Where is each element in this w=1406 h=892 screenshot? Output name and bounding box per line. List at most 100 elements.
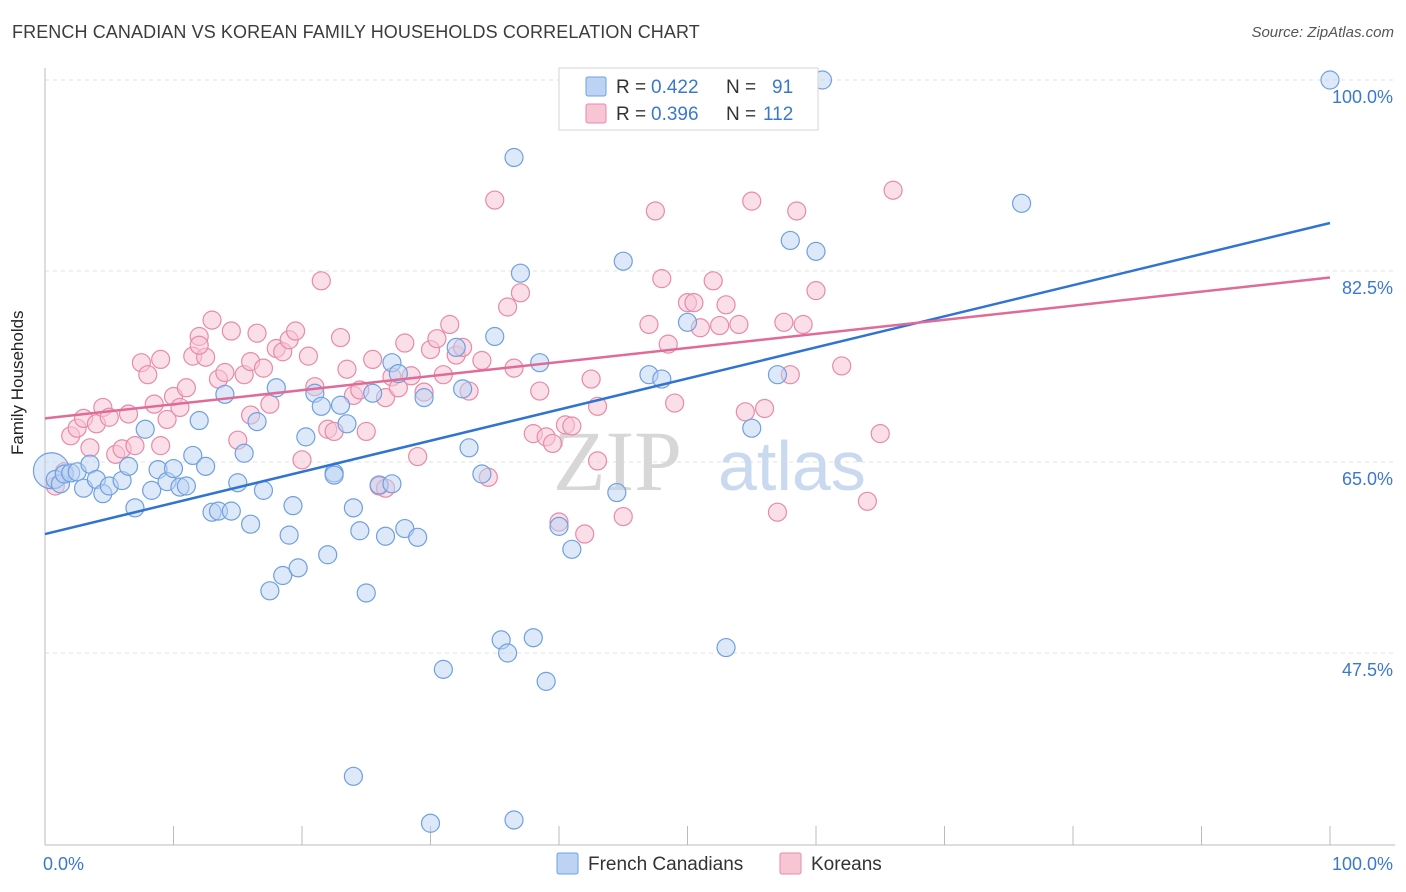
french-canadian-point-84 [1011,193,1032,213]
legend-r-label-2: R = [616,104,646,125]
korean-point-74 [542,433,563,454]
korean-point-45 [337,359,357,379]
y-tick-label-3: 100.0% [1332,87,1393,107]
legend-n-label-2: N = [726,104,756,125]
korean-point-106 [883,180,903,200]
french-canadian-point-72 [607,482,627,503]
korean-point-20 [176,378,196,398]
korean-point-38 [292,450,312,470]
french-canadian-point-18 [163,458,184,479]
y-axis-label: Family Households [8,310,27,455]
series-legend: French Canadians Koreans [556,852,882,875]
french-canadian-point-33 [260,581,280,601]
french-canadian-point-31 [247,412,267,432]
correlation-legend: R = 0.422 N = 91 R = 0.396 N = 112 [558,67,819,131]
french-canadian-point-61 [472,464,492,484]
x-tick-label-right: 100.0% [1332,854,1393,874]
french-canadian-point-81 [780,230,800,251]
french-canadian-point-73 [613,251,633,271]
french-canadian-points [32,70,1340,833]
french-canadian-point-46 [343,498,363,518]
series-legend-label-koreans: Koreans [811,854,882,875]
french-canadian-point-69 [536,671,556,691]
french-canadian-point-27 [221,501,241,521]
korean-point-84 [652,269,672,289]
french-canadian-point-20 [176,476,196,496]
korean-point-44 [330,327,351,348]
korean-point-98 [774,312,794,332]
french-canadian-point-57 [433,659,453,679]
korean-trend-line [44,276,1331,420]
legend-r-label-1: R = [616,77,646,98]
korean-point-48 [356,421,376,442]
french-canadian-point-47 [350,521,370,541]
korean-point-41 [311,271,331,291]
korean-point-100 [787,201,807,221]
korean-point-82 [639,314,659,335]
korean-point-12 [125,436,145,456]
french-canadian-point-59 [453,379,473,399]
chart-title: FRENCH CANADIAN VS KOREAN FAMILY HOUSEHO… [12,22,700,42]
french-canadian-point-65 [504,147,524,168]
korean-point-72 [530,381,550,401]
korean-point-81 [613,506,633,527]
korean-point-27 [221,321,241,341]
korean-point-77 [562,416,582,436]
korean-point-91 [710,315,730,336]
korean-point-39 [298,346,319,366]
french-canadian-point-77 [677,312,698,332]
korean-point-93 [729,314,749,335]
french-canadian-point-90 [324,465,344,485]
korean-point-109 [151,436,171,456]
french-canadian-point-37 [283,496,303,516]
korean-point-95 [742,191,762,211]
french-canadian-point-26 [215,384,235,404]
legend-swatch-pink [585,103,607,124]
korean-point-103 [832,356,852,376]
french-canadian-point-45 [337,414,357,434]
korean-point-83 [645,201,665,221]
korean-point-70 [510,283,531,303]
french-canadian-point-88 [343,766,363,786]
french-canadian-point-67 [523,628,543,648]
y-tick-labels: 47.5% 65.0% 82.5% 100.0% [1332,87,1393,680]
korean-point-31 [247,323,267,343]
french-canadian-point-49 [363,383,383,403]
french-canadian-point-51 [375,526,396,546]
korean-point-88 [684,293,704,313]
legend-n-value-2: 112 [763,104,793,125]
french-canadian-point-48 [356,583,376,603]
french-canadian-point-22 [189,410,209,431]
french-canadian-point-23 [196,456,216,476]
french-canadian-trend-line [44,221,1331,536]
french-canadian-point-80 [767,365,788,385]
french-canadian-point-66 [510,263,531,283]
korean-point-33 [260,394,280,414]
french-canadian-point-64 [498,643,518,663]
korean-point-56 [408,446,428,467]
korean-point-94 [735,402,755,422]
korean-point-111 [587,451,608,471]
french-canadian-point-82 [806,241,826,261]
y-tick-label-2: 82.5% [1342,278,1393,298]
korean-point-19 [170,397,190,418]
french-canadian-point-12 [118,456,139,476]
korean-point-65 [472,350,492,371]
french-canadian-point-35 [273,565,293,586]
french-canadian-point-85 [1320,70,1340,90]
korean-point-102 [806,281,826,301]
korean-point-17 [157,409,177,430]
korean-point-32 [253,358,274,378]
french-canadian-point-42 [318,545,338,565]
french-canadian-point-32 [253,480,274,500]
korean-point-104 [857,491,878,511]
korean-point-92 [716,295,736,315]
french-canadian-point-86 [420,813,441,833]
french-canadian-point-62 [485,326,505,347]
french-canadian-point-79 [742,418,762,438]
korean-point-37 [285,321,306,341]
korean-point-49 [363,349,383,370]
french-canadian-point-30 [241,514,261,534]
axes [44,68,1395,846]
